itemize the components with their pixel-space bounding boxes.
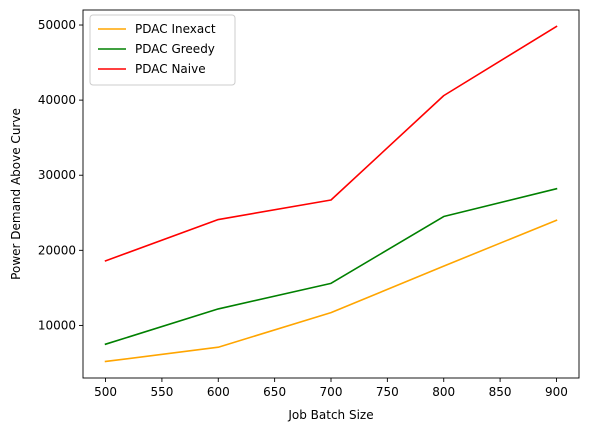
- y-tick-label: 20000: [38, 243, 76, 257]
- x-tick-label: 750: [376, 385, 399, 399]
- series-layer: [104, 25, 558, 363]
- legend-entry-label: PDAC Inexact: [135, 22, 216, 36]
- x-tick-label: 800: [432, 385, 455, 399]
- x-axis-label: Job Batch Size: [287, 408, 373, 422]
- x-tick-label: 550: [150, 385, 173, 399]
- legend-entry-label: PDAC Naive: [135, 62, 206, 76]
- x-tick-label: 700: [320, 385, 343, 399]
- y-axis-label: Power Demand Above Curve: [9, 108, 23, 280]
- series-line-3: [104, 25, 558, 262]
- legend-entry-label: PDAC Greedy: [135, 42, 215, 56]
- x-tick-label: 650: [263, 385, 286, 399]
- y-tick-label: 50000: [38, 18, 76, 32]
- x-tick-label: 850: [489, 385, 512, 399]
- legend-box: [89, 14, 236, 86]
- y-tick-label: 40000: [38, 93, 76, 107]
- x-tick-label: 900: [545, 385, 568, 399]
- y-tick-label: 30000: [38, 168, 76, 182]
- series-line-2: [104, 187, 558, 346]
- x-tick-label: 600: [207, 385, 230, 399]
- legend: PDAC Inexact PDAC Greedy PDAC Naive: [89, 14, 236, 86]
- x-tick-label: 500: [94, 385, 117, 399]
- y-tick-label: 10000: [38, 318, 76, 332]
- axes-layer: 500 550 600 650 700 750 800 850 900 10000 20000 300…: [38, 9, 580, 399]
- series-line-1: [104, 219, 558, 363]
